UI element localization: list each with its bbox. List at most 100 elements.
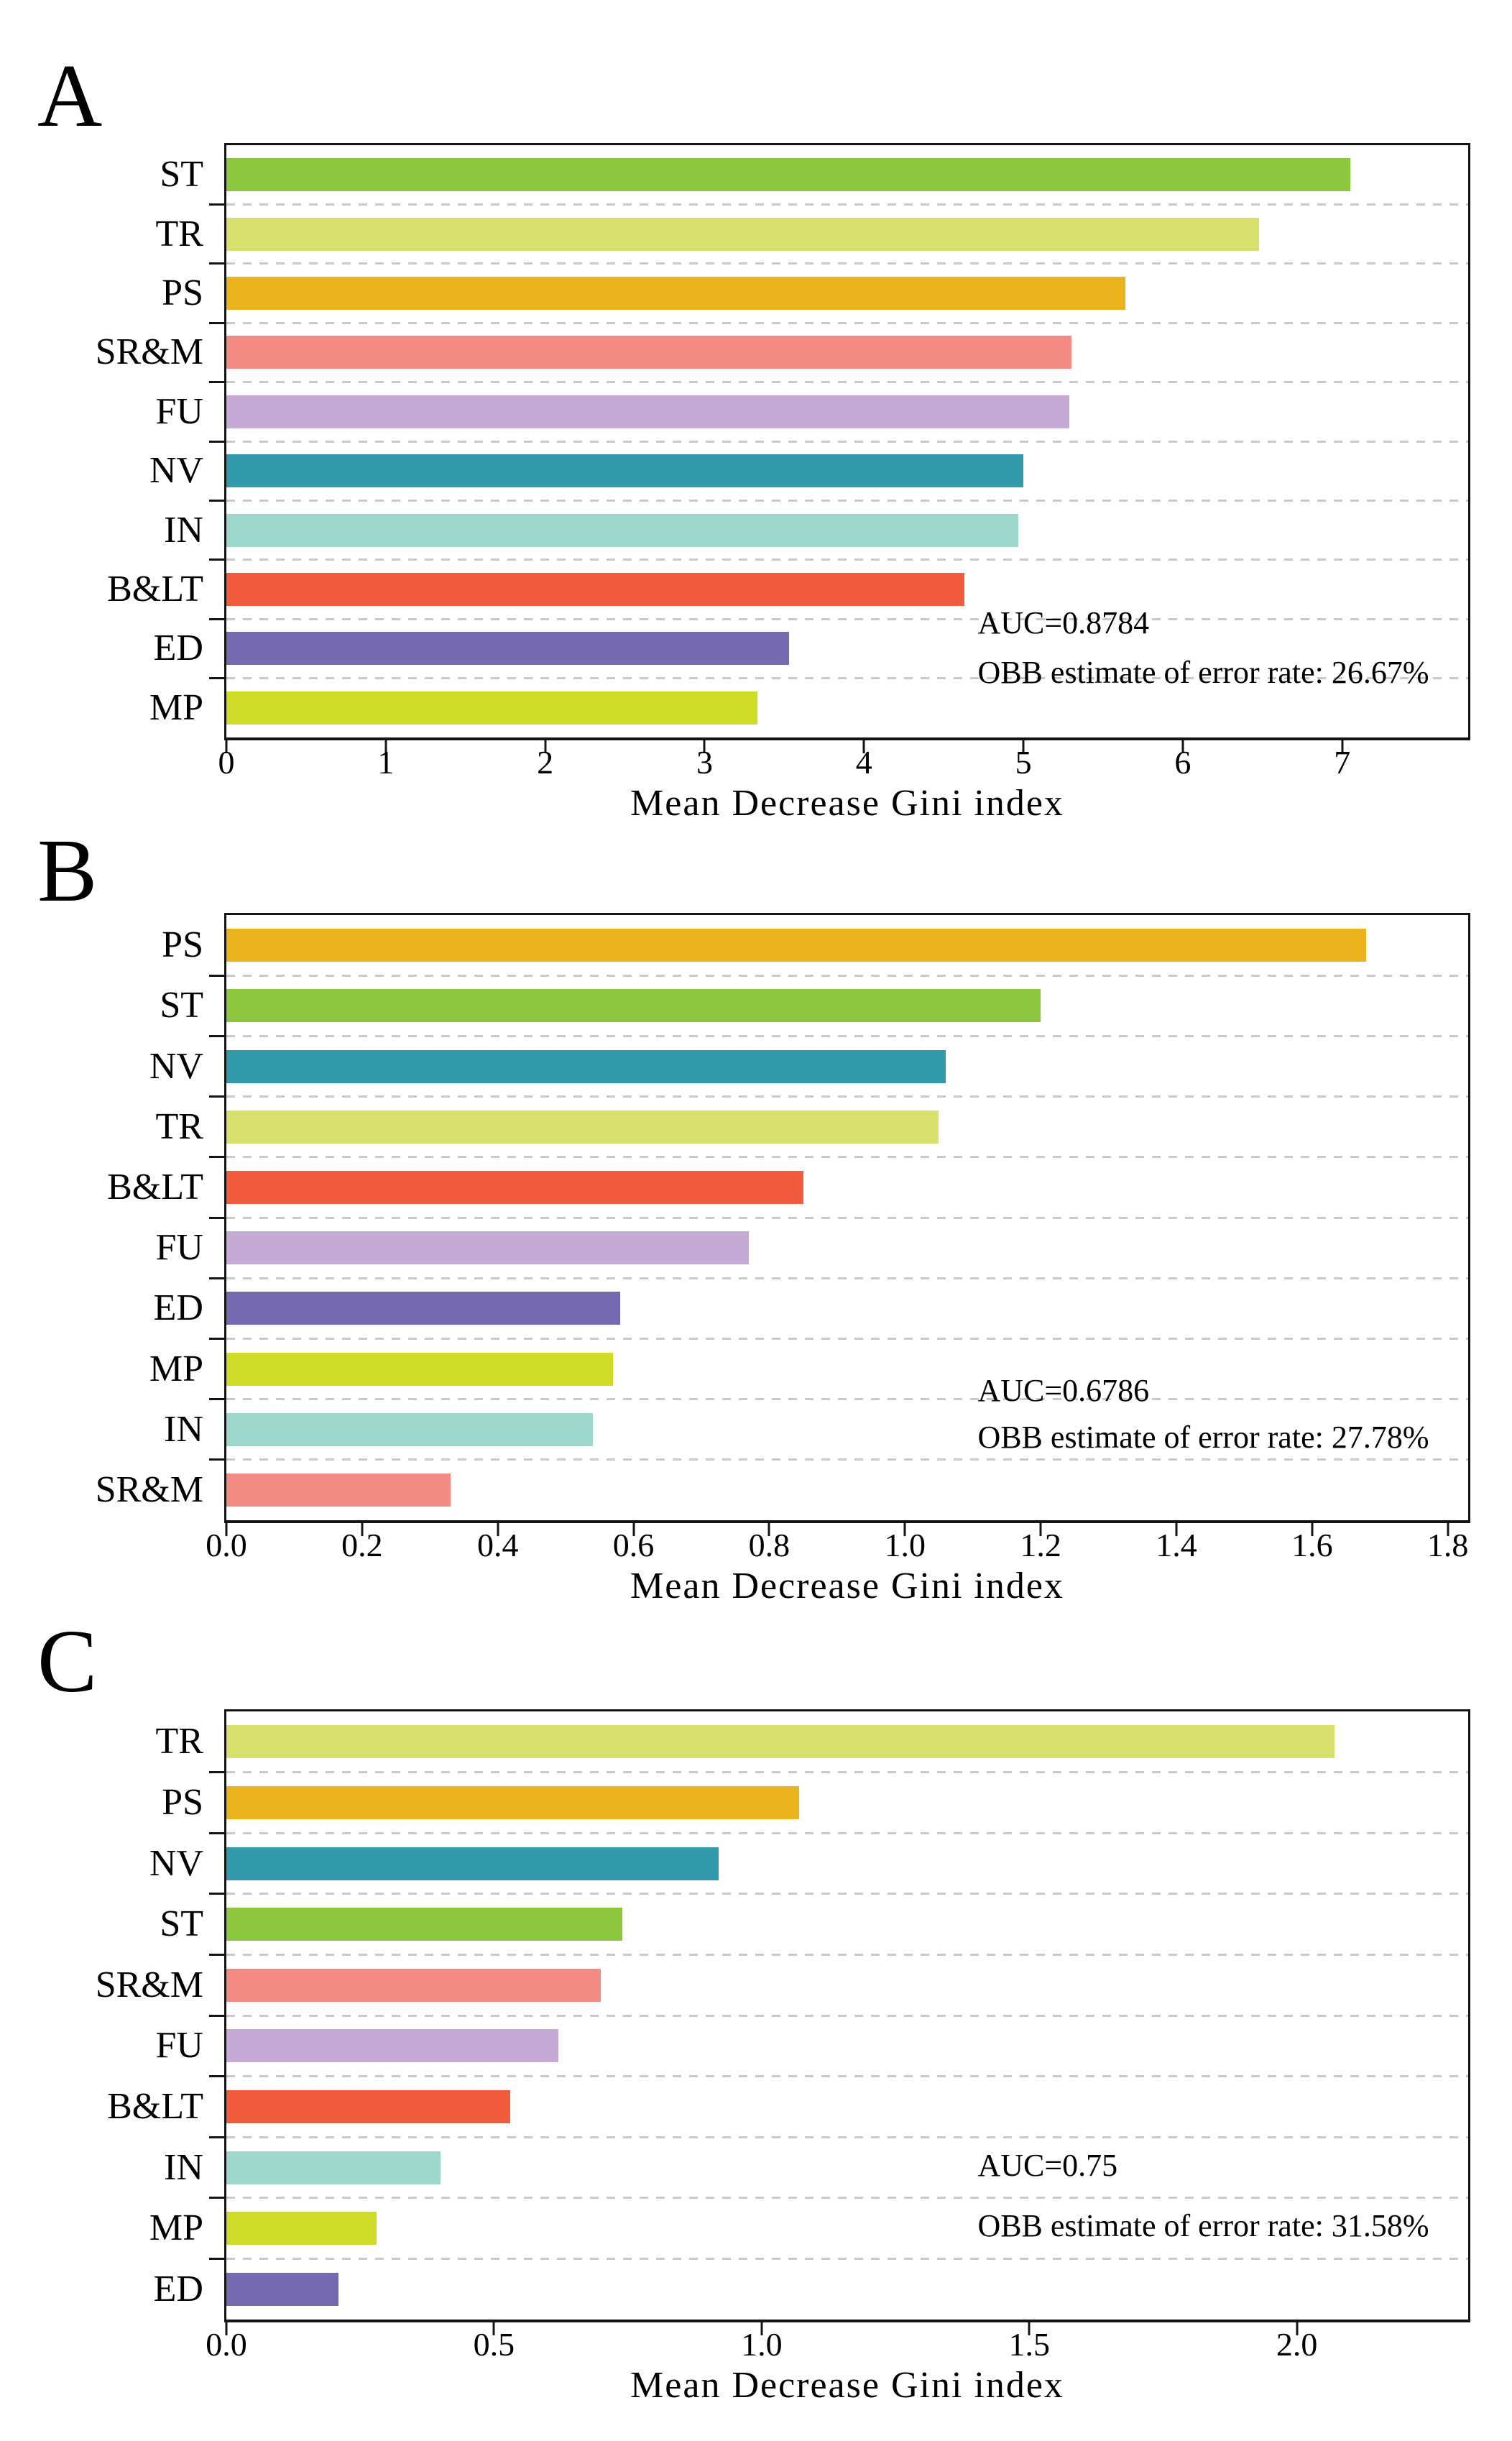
category-label-IN: IN	[164, 2146, 203, 2188]
bar-ED	[226, 632, 790, 666]
category-label-NV: NV	[149, 1842, 203, 1884]
x-tick-label: 1.4	[1156, 1527, 1197, 1563]
category-label-IN: IN	[164, 509, 203, 551]
gridline	[226, 1277, 1468, 1279]
plot-area-a: ST TR PS SR&M FU NV IN B&LT ED MP 0 1 2 3 4 5 6 7 AUC=0.87…	[96, 143, 1470, 824]
x-tick-label: 3	[696, 744, 713, 781]
gridline	[226, 1458, 1468, 1461]
gridline	[226, 1034, 1468, 1037]
category-label-ST: ST	[160, 1903, 203, 1945]
category-label-B&LT: B&LT	[107, 569, 203, 610]
gridline	[226, 617, 1468, 620]
y-axis-minor-tick	[209, 2014, 226, 2017]
bar-FU	[226, 1231, 750, 1265]
category-label-NV: NV	[149, 450, 203, 492]
y-axis-minor-tick	[209, 1398, 226, 1401]
y-axis-minor-tick	[209, 1771, 226, 1774]
x-tick-label: 0.8	[748, 1527, 790, 1563]
bar-IN	[226, 1412, 593, 1446]
bar-IN	[226, 513, 1019, 547]
x-axis-tick	[225, 2320, 228, 2335]
y-axis-minor-tick	[209, 2197, 226, 2199]
category-label-ST: ST	[160, 985, 203, 1026]
category-label-ED: ED	[153, 1287, 203, 1329]
y-axis-minor-tick	[209, 1831, 226, 1834]
x-tick-label: 0.5	[473, 2326, 515, 2363]
y-axis-minor-tick	[209, 1337, 226, 1340]
panel-letter-c: C	[37, 1612, 98, 1711]
x-axis-tick	[384, 737, 387, 753]
x-tick-label: 1.5	[1008, 2326, 1050, 2363]
gridline	[226, 203, 1468, 206]
bar-B&LT	[226, 1170, 803, 1204]
bar-ED	[226, 1292, 620, 1325]
x-axis-tick	[225, 1520, 228, 1536]
x-axis-tick	[544, 737, 547, 753]
bar-PS	[226, 1785, 799, 1819]
panel-letter-b: B	[37, 822, 98, 921]
x-axis-tick	[497, 1520, 499, 1536]
y-axis-minor-tick	[209, 440, 226, 443]
category-label-PS: PS	[162, 272, 203, 313]
x-axis-tick	[492, 2320, 495, 2335]
bar-MP	[226, 1352, 614, 1386]
y-axis-minor-tick	[209, 617, 226, 620]
x-axis-tick	[862, 737, 865, 753]
category-label-FU: FU	[155, 1227, 203, 1269]
panel-letter-a: A	[37, 47, 103, 146]
bar-ST	[226, 1908, 623, 1941]
category-label-TR: TR	[155, 213, 203, 254]
gridline	[226, 321, 1468, 324]
x-tick-label: 0.6	[612, 1527, 655, 1563]
x-tick-label: 0.0	[206, 2326, 247, 2363]
x-tick-label: 1.2	[1020, 1527, 1061, 1563]
x-tick-label: 0	[218, 744, 235, 781]
x-tick-label: 0.0	[206, 1527, 247, 1563]
gridline	[226, 440, 1468, 443]
gridline	[226, 381, 1468, 384]
annotation-obb: OBB estimate of error rate: 27.78%	[977, 1419, 1429, 1455]
category-label-B&LT: B&LT	[107, 1166, 203, 1208]
category-label-B&LT: B&LT	[107, 2085, 203, 2127]
x-axis-tick	[1022, 737, 1025, 753]
y-axis-minor-tick	[209, 1216, 226, 1219]
x-axis-tick	[632, 1520, 635, 1536]
y-axis-minor-tick	[209, 1953, 226, 1956]
category-label-TR: TR	[155, 1721, 203, 1762]
y-axis-minor-tick	[209, 974, 226, 977]
bar-SR&M	[226, 1968, 601, 2002]
gridline	[226, 1831, 1468, 1834]
y-axis-minor-tick	[209, 558, 226, 561]
y-axis-minor-tick	[209, 262, 226, 265]
x-tick-label: 7	[1334, 744, 1351, 781]
x-axis-tick	[1181, 737, 1184, 753]
bar-SR&M	[226, 336, 1071, 369]
category-label-ED: ED	[153, 628, 203, 669]
category-label-FU: FU	[155, 390, 203, 432]
x-tick-label: 1.0	[741, 2326, 783, 2363]
gridline	[226, 2075, 1468, 2078]
bar-FU	[226, 2029, 558, 2063]
x-axis-label: Mean Decrease Gini index	[630, 1566, 1064, 1606]
annotation-obb: OBB estimate of error rate: 26.67%	[977, 655, 1429, 691]
category-label-SR&M: SR&M	[95, 1964, 203, 2005]
gridline	[226, 2014, 1468, 2017]
x-tick-label: 1.8	[1426, 1527, 1469, 1563]
bar-IN	[226, 2151, 441, 2184]
x-axis-label: Mean Decrease Gini index	[630, 2365, 1064, 2406]
plot-area-b: PS ST NV TR B&LT FU ED MP IN SR&M 0.0 0.2 0.4 0.6 0.8 1…	[96, 913, 1470, 1606]
x-axis-tick	[703, 737, 706, 753]
x-axis-tick	[1447, 1520, 1449, 1536]
annotation-auc: AUC=0.75	[977, 2147, 1118, 2183]
bar-SR&M	[226, 1473, 451, 1507]
y-axis-minor-tick	[209, 2257, 226, 2260]
plot-area-c: TR PS NV ST SR&M FU B&LT IN MP ED 0.0 0.5 1.0 1.5 2.0 A…	[96, 1709, 1470, 2406]
gridline	[226, 499, 1468, 502]
bar-MP	[226, 2212, 377, 2245]
x-tick-label: 2.0	[1276, 2326, 1318, 2363]
y-axis-minor-tick	[209, 1277, 226, 1279]
y-axis-minor-tick	[209, 2136, 226, 2138]
gridline	[226, 1893, 1468, 1895]
bar-FU	[226, 395, 1070, 428]
y-axis-minor-tick	[209, 381, 226, 384]
